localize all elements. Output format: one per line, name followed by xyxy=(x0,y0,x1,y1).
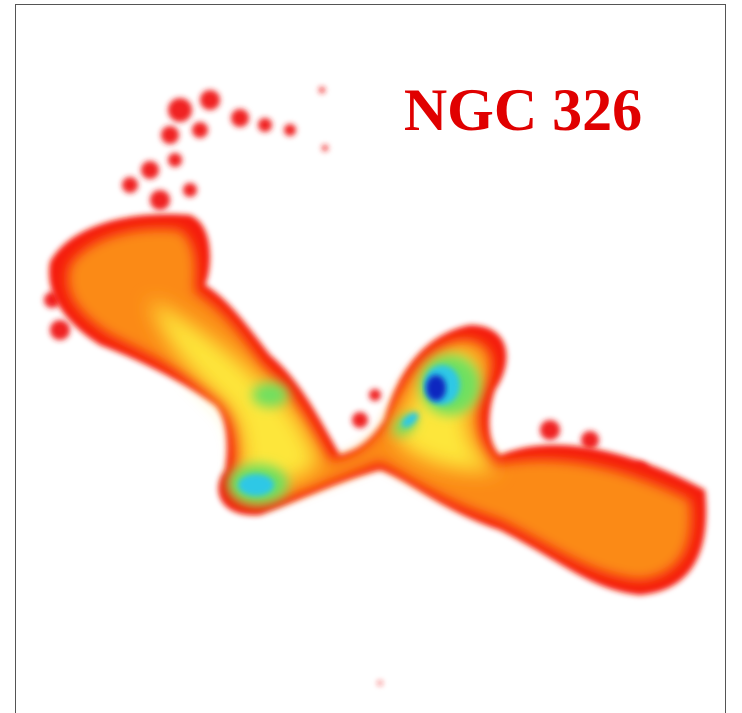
peak xyxy=(426,375,446,401)
radio-image: NGC 326 xyxy=(0,0,742,713)
image-title: NGC 326 xyxy=(404,77,642,143)
